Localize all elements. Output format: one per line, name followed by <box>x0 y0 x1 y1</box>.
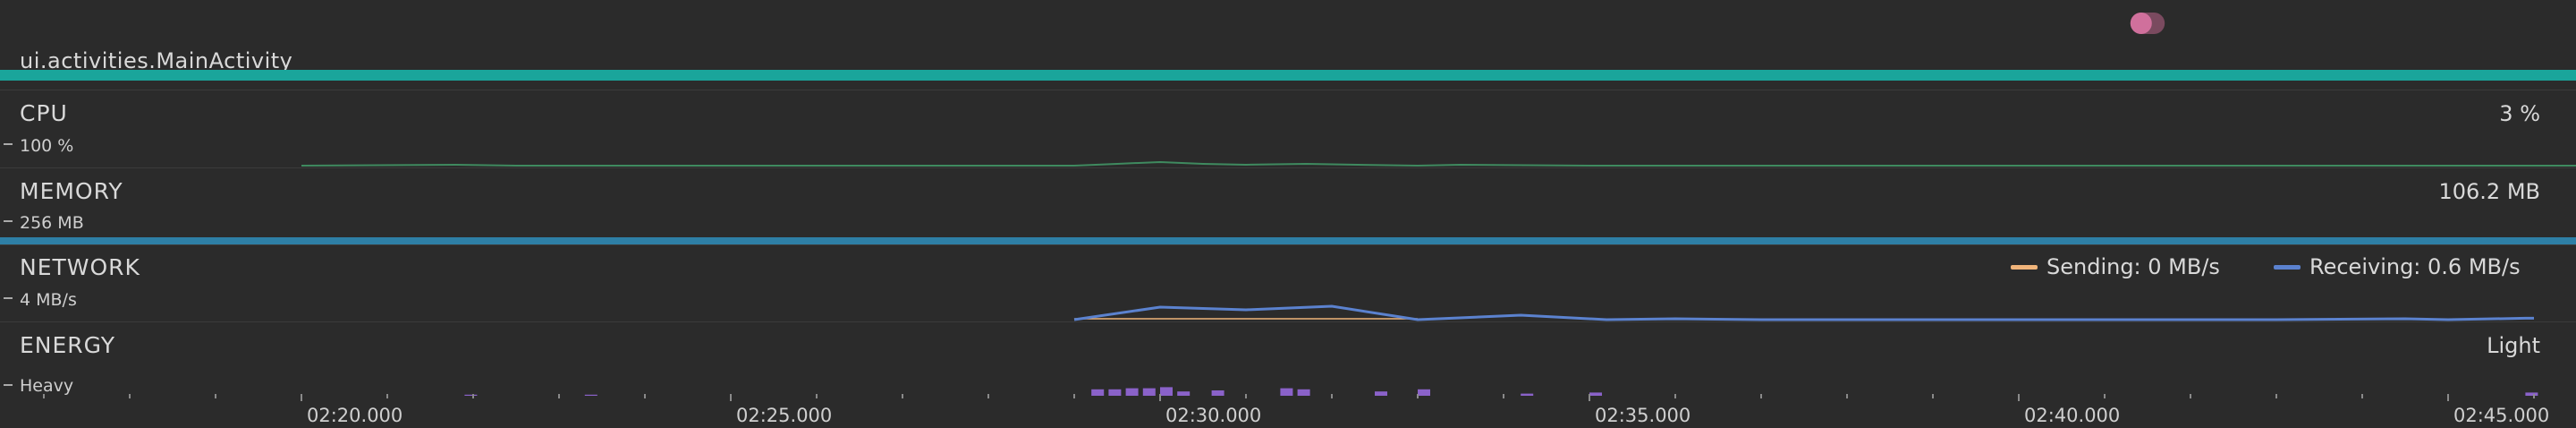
divider <box>0 167 2576 168</box>
energy-scale-label: Heavy <box>20 376 74 396</box>
time-axis-label: 02:35.000 <box>1595 405 1691 426</box>
cpu-line <box>301 160 2576 167</box>
receiving-line <box>1073 304 2534 321</box>
energy-current-value: Light <box>2487 333 2540 358</box>
time-axis-label: 02:30.000 <box>1165 405 1262 426</box>
memory-usage-fill <box>0 237 2576 244</box>
energy-scale-tick <box>4 384 13 386</box>
activity-name[interactable]: ui.activities.MainActivity <box>20 48 293 73</box>
time-axis-ticks <box>43 394 2535 401</box>
memory-title: MEMORY <box>20 178 123 204</box>
energy-bar <box>1160 387 1173 396</box>
energy-bar <box>1418 389 1430 396</box>
legend-receiving: Receiving: 0.6 MB/s <box>2274 254 2521 279</box>
memory-current-value: 106.2 MB <box>2438 179 2540 204</box>
events-track[interactable] <box>0 0 2576 63</box>
memory-lane[interactable]: MEMORY 256 MB 106.2 MB <box>0 168 2576 244</box>
receiving-swatch <box>2274 264 2301 270</box>
energy-bar <box>1589 392 1602 396</box>
sending-swatch <box>2011 264 2038 270</box>
memory-scale-label: 256 MB <box>20 213 84 233</box>
time-axis[interactable] <box>0 394 2576 428</box>
network-title: NETWORK <box>20 254 140 280</box>
memory-scale-tick <box>4 220 13 222</box>
activity-bar[interactable] <box>0 70 2576 81</box>
energy-bar <box>1521 393 1534 396</box>
cpu-current-value: 3 % <box>2499 101 2540 126</box>
energy-bar <box>2525 392 2538 396</box>
energy-bar <box>1125 388 1139 396</box>
cpu-lane[interactable]: CPU 100 % 3 % <box>0 90 2576 167</box>
time-axis-label: 02:40.000 <box>2024 405 2121 426</box>
time-axis-label: 02:45.000 <box>2453 405 2550 426</box>
time-axis-label: 02:20.000 <box>307 405 403 426</box>
energy-bar <box>584 394 597 396</box>
divider <box>0 244 2576 245</box>
energy-bar <box>1211 390 1224 396</box>
energy-bar <box>1177 391 1191 396</box>
cpu-scale-label: 100 % <box>20 136 74 156</box>
cpu-graph <box>301 160 2576 167</box>
network-scale-label: 4 MB/s <box>20 290 77 310</box>
event-dot <box>2130 13 2152 34</box>
events-lane <box>0 0 2576 63</box>
energy-bar <box>464 394 478 396</box>
sending-label: Sending: 0 MB/s <box>2046 254 2220 279</box>
energy-bar <box>1375 391 1387 396</box>
energy-bar <box>1091 389 1105 396</box>
legend-sending: Sending: 0 MB/s <box>2011 254 2220 279</box>
energy-title: ENERGY <box>20 332 116 358</box>
divider <box>0 321 2576 322</box>
energy-bar <box>1142 388 1156 396</box>
network-scale-tick <box>4 297 13 299</box>
energy-graph <box>464 387 2538 396</box>
network-lane[interactable]: NETWORK 4 MB/s <box>0 245 2576 321</box>
energy-bar <box>1108 389 1122 396</box>
energy-bar <box>1280 388 1293 396</box>
cpu-scale-tick <box>4 143 13 145</box>
network-graph <box>1073 304 2534 321</box>
time-axis-label: 02:25.000 <box>736 405 833 426</box>
energy-bar <box>1297 389 1310 396</box>
cpu-title: CPU <box>20 100 68 126</box>
energy-lane[interactable]: ENERGY Heavy Light <box>0 322 2576 398</box>
receiving-label: Receiving: 0.6 MB/s <box>2309 254 2521 279</box>
